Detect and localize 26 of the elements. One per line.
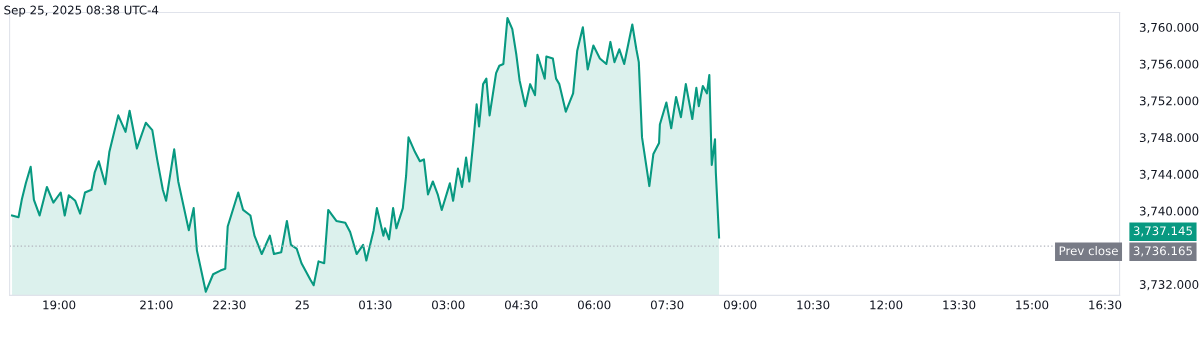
- x-tick-label: 10:30: [797, 300, 830, 310]
- x-tick-label: 09:00: [723, 300, 757, 310]
- text: 3,737.145: [1133, 226, 1192, 237]
- y-tick-label: 3,744.000: [1139, 169, 1199, 180]
- y-tick-label: 3,740.000: [1139, 206, 1199, 217]
- x-tick-label: 04:30: [504, 300, 538, 310]
- annotation: Sep 25, 2025 08:38 UTC-4: [4, 5, 159, 17]
- y-tick-label: 3,732.000: [1139, 280, 1199, 291]
- y-tick-label: 3,760.000: [1139, 22, 1199, 34]
- x-tick-label: 16:30: [1089, 300, 1122, 310]
- x-tick-label: 03:00: [432, 300, 465, 310]
- x-tick-label: 22:30: [213, 300, 246, 310]
- x-tick-label: 12:00: [870, 300, 903, 310]
- text: 3,736.165: [1133, 246, 1192, 257]
- y-tick-label: 3,748.000: [1139, 133, 1199, 144]
- ref-line-label: Prev close: [1059, 246, 1118, 256]
- x-tick-label: 07:30: [650, 300, 684, 310]
- x-tick-label: 19:00: [43, 300, 76, 310]
- x-tick-label: 21:00: [140, 300, 173, 310]
- y-tick-label: 3,756.000: [1139, 59, 1199, 70]
- x-tick-label: 25: [295, 300, 309, 310]
- x-tick-label: 13:30: [943, 300, 976, 310]
- x-tick-label: 15:00: [1016, 300, 1049, 310]
- x-tick-label: 06:00: [577, 300, 611, 310]
- y-tick-label: 3,752.000: [1139, 96, 1199, 107]
- x-tick-label: 01:30: [359, 300, 392, 310]
